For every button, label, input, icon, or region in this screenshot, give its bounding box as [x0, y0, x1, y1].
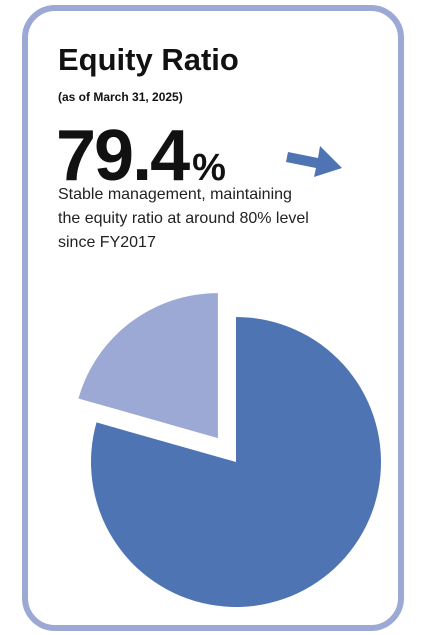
title: Equity Ratio	[58, 42, 239, 77]
headline-number: 79.4	[56, 116, 190, 196]
description-line: the equity ratio at around 80% level	[58, 210, 309, 227]
arrow-icon	[286, 146, 342, 177]
description-line: since FY2017	[58, 234, 156, 251]
headline-value: 79.4%	[56, 116, 225, 196]
headline-unit: %	[192, 147, 225, 189]
subtitle: (as of March 31, 2025)	[58, 90, 183, 104]
pie-slice	[91, 317, 381, 607]
pie-slice	[78, 293, 218, 439]
description-line: Stable management, maintaining	[58, 186, 292, 203]
